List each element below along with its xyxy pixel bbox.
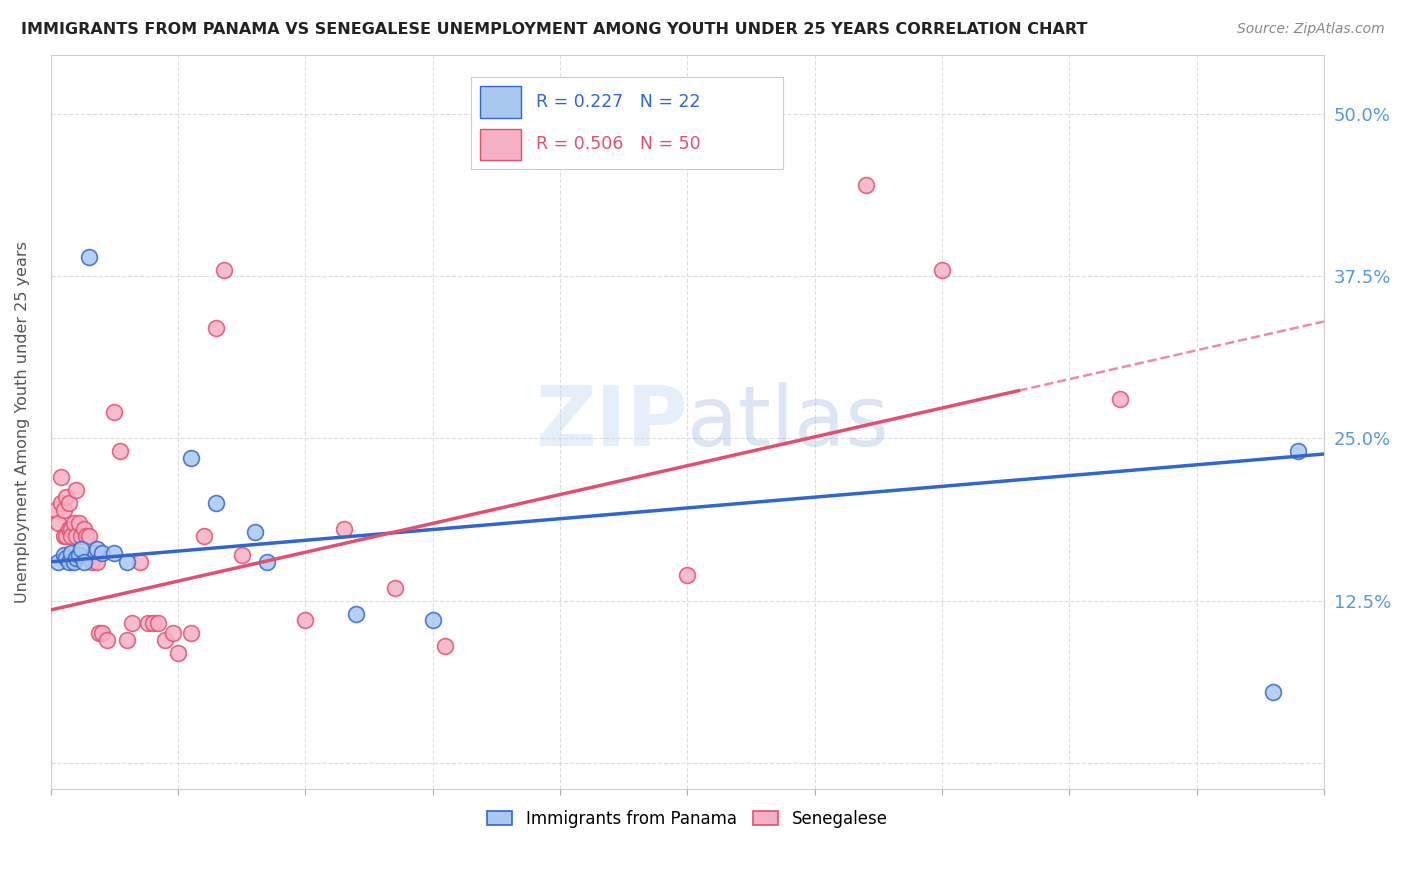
Point	[103, 405, 125, 419]
Point	[62, 555, 84, 569]
Point	[212, 262, 235, 277]
Point	[49, 470, 72, 484]
Point	[58, 522, 80, 536]
Point	[60, 529, 83, 543]
Point	[83, 546, 105, 560]
Text: atlas: atlas	[688, 382, 889, 463]
Point	[205, 321, 228, 335]
Point	[70, 529, 93, 543]
Point	[89, 626, 111, 640]
Point	[931, 262, 953, 277]
Point	[67, 516, 90, 530]
Point	[142, 615, 165, 630]
Point	[73, 522, 96, 536]
Point	[86, 555, 108, 569]
Point	[60, 546, 83, 560]
Point	[344, 607, 367, 621]
Point	[231, 549, 253, 563]
Point	[52, 503, 75, 517]
Point	[86, 541, 108, 556]
Point	[1288, 444, 1310, 458]
Point	[65, 529, 87, 543]
Legend: Immigrants from Panama, Senegalese: Immigrants from Panama, Senegalese	[479, 801, 896, 836]
Point	[65, 483, 87, 498]
Point	[422, 613, 444, 627]
Point	[49, 496, 72, 510]
Point	[60, 522, 83, 536]
Point	[294, 613, 316, 627]
Point	[73, 555, 96, 569]
Point	[90, 546, 112, 560]
Point	[65, 551, 87, 566]
Point	[243, 524, 266, 539]
Text: IMMIGRANTS FROM PANAMA VS SENEGALESE UNEMPLOYMENT AMONG YOUTH UNDER 25 YEARS COR: IMMIGRANTS FROM PANAMA VS SENEGALESE UNE…	[21, 22, 1087, 37]
Point	[80, 555, 103, 569]
Point	[129, 555, 152, 569]
Point	[434, 640, 457, 654]
Point	[48, 555, 70, 569]
Point	[76, 529, 98, 543]
Point	[77, 250, 100, 264]
Point	[180, 450, 202, 465]
Point	[103, 546, 125, 560]
Point	[108, 444, 131, 458]
Point	[136, 615, 159, 630]
Point	[52, 529, 75, 543]
Point	[855, 178, 877, 192]
Y-axis label: Unemployment Among Youth under 25 years: Unemployment Among Youth under 25 years	[15, 241, 30, 603]
Point	[115, 555, 138, 569]
Point	[332, 522, 354, 536]
Point	[1261, 685, 1284, 699]
Text: Source: ZipAtlas.com: Source: ZipAtlas.com	[1237, 22, 1385, 37]
Point	[121, 615, 143, 630]
Point	[1109, 392, 1132, 407]
Point	[180, 626, 202, 640]
Point	[146, 615, 169, 630]
Point	[96, 632, 118, 647]
Point	[45, 503, 67, 517]
Point	[256, 555, 278, 569]
Point	[55, 551, 77, 566]
Text: ZIP: ZIP	[534, 382, 688, 463]
Point	[70, 541, 93, 556]
Point	[167, 646, 190, 660]
Point	[115, 632, 138, 647]
Point	[384, 581, 406, 595]
Point	[58, 555, 80, 569]
Point	[155, 632, 177, 647]
Point	[162, 626, 184, 640]
Point	[67, 549, 90, 563]
Point	[62, 516, 84, 530]
Point	[193, 529, 215, 543]
Point	[48, 516, 70, 530]
Point	[77, 529, 100, 543]
Point	[52, 549, 75, 563]
Point	[55, 529, 77, 543]
Point	[90, 626, 112, 640]
Point	[676, 567, 699, 582]
Point	[205, 496, 228, 510]
Point	[55, 490, 77, 504]
Point	[58, 496, 80, 510]
